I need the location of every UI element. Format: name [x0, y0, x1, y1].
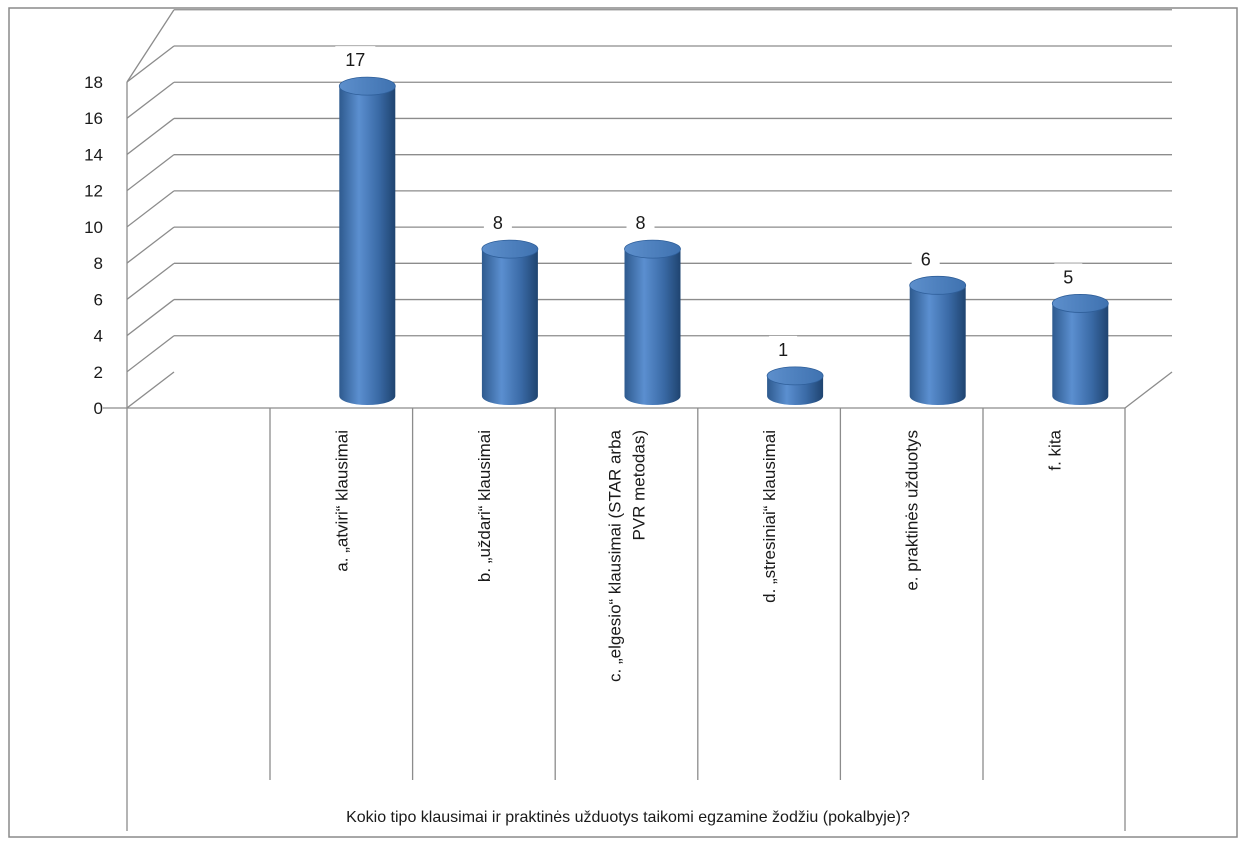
bar-body	[339, 86, 396, 405]
x-tick-line: d. „stresiniai“ klausimai	[760, 430, 779, 603]
x-tick-line: e. praktinės užduotys	[903, 430, 922, 591]
bar-body	[624, 249, 681, 405]
data-label: 6	[921, 249, 931, 269]
y-tick-label: 2	[94, 363, 103, 382]
y-tick-label: 16	[84, 109, 103, 128]
x-tick-label: b. „uždari“ klausimai	[475, 430, 494, 582]
x-tick-label: d. „stresiniai“ klausimai	[760, 430, 779, 603]
x-tick-label: c. „elgesio“ klausimai (STAR arba PVR met…	[606, 429, 649, 681]
gridline-side	[126, 371, 175, 409]
x-tick-line: f. kita	[1045, 429, 1064, 470]
bar	[481, 239, 539, 405]
bar-top	[624, 239, 681, 259]
gridline-side	[126, 154, 175, 192]
gridline-side-top	[126, 9, 175, 83]
bar	[624, 239, 681, 405]
x-tick-line: a. „atviri“ klausimai	[332, 430, 351, 572]
x-tick-label: a. „atviri“ klausimai	[332, 430, 351, 572]
gridline-side	[126, 45, 175, 83]
data-label-bg	[769, 335, 798, 362]
bar	[766, 366, 824, 405]
x-tick-line: c. „elgesio“ klausimai (STAR arba	[606, 429, 625, 681]
gridline-side	[126, 299, 175, 337]
floor-right-edge	[1124, 371, 1173, 409]
bar	[1051, 294, 1109, 405]
bar	[909, 275, 967, 405]
data-label: 8	[493, 213, 503, 233]
x-axis-title: Kokio tipo klausimai ir praktinės užduot…	[346, 809, 910, 826]
data-label-bg	[483, 209, 512, 236]
bar-top	[766, 366, 824, 386]
gridline-side	[126, 117, 175, 155]
bars-layer	[338, 76, 1109, 405]
bar	[338, 76, 396, 405]
bar-top	[909, 275, 967, 295]
y-tick-label: 8	[94, 254, 103, 273]
y-tick-label: 6	[94, 290, 103, 309]
y-tick-label: 14	[84, 145, 103, 164]
gridline-side	[126, 226, 175, 264]
bar-body	[481, 249, 538, 405]
data-label: 8	[635, 213, 645, 233]
y-tick-label: 0	[94, 399, 103, 418]
y-tick-label: 18	[84, 73, 103, 92]
labels-layer: 17 8 8 1 6 5 a. „atviri“ klausimai b. „uždari“ …	[332, 46, 1083, 682]
y-tick-label: 4	[94, 327, 103, 346]
x-tick-label: f. kita	[1045, 429, 1064, 470]
bar-body	[1052, 303, 1109, 405]
data-label: 5	[1063, 267, 1073, 287]
x-tick-line: b. „uždari“ klausimai	[475, 430, 494, 582]
data-label-bg	[335, 46, 376, 73]
bar-top	[481, 239, 539, 259]
bar-body	[909, 285, 966, 405]
y-tick-label: 12	[84, 182, 103, 201]
bar-top	[1051, 294, 1109, 313]
data-label: 1	[778, 340, 788, 360]
data-label-bg	[1054, 263, 1083, 290]
chart-frame	[8, 7, 1238, 838]
gridline-side	[126, 262, 175, 300]
gridline-side	[126, 81, 175, 119]
gridline-side	[126, 335, 175, 373]
x-tick-label: e. praktinės užduotys	[903, 430, 922, 591]
data-label: 17	[345, 50, 365, 70]
y-tick-label: 10	[84, 218, 103, 237]
data-label-bg	[911, 245, 940, 272]
x-tick-line: PVR metodas)	[630, 430, 649, 541]
gridline-side	[126, 190, 175, 228]
data-label-bg	[626, 209, 655, 236]
bar-top	[338, 76, 396, 96]
